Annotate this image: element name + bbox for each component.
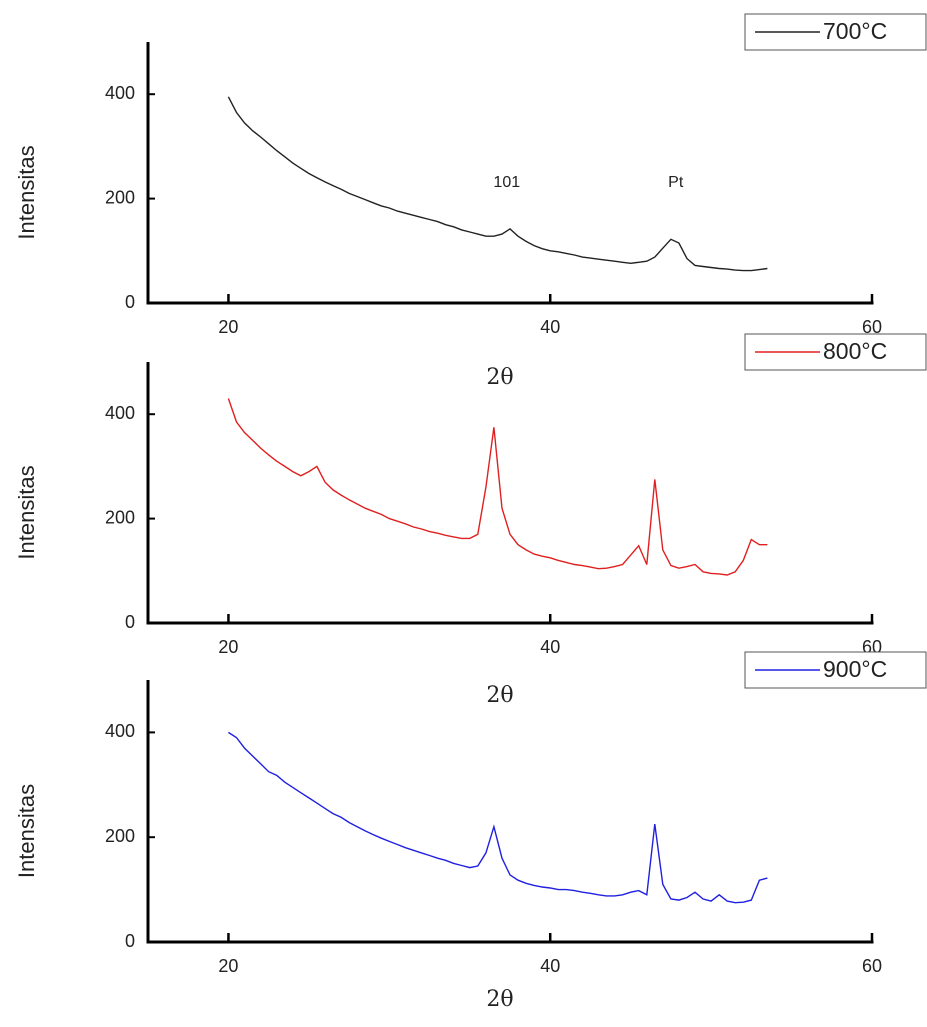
y-axis-label: Intensitas [14, 784, 39, 878]
y-axis-label: Intensitas [14, 465, 39, 559]
y-tick-label: 200 [105, 826, 135, 846]
x-tick-label: 40 [540, 956, 560, 976]
y-tick-label: 0 [125, 292, 135, 312]
data-line [227, 96, 768, 272]
x-tick-label: 60 [862, 317, 882, 337]
legend-label: 900°C [823, 656, 887, 682]
y-tick-label: 400 [105, 403, 135, 423]
y-tick-label: 400 [105, 721, 135, 741]
data-line [227, 398, 768, 576]
x-tick-label: 60 [862, 956, 882, 976]
x-tick-label: 20 [218, 637, 238, 657]
data-line [228, 731, 768, 904]
annotation: Pt [668, 174, 684, 191]
y-axis-label: Intensitas [14, 145, 39, 239]
x-axis-label: 2θ [486, 683, 513, 708]
x-tick-label: 20 [218, 317, 238, 337]
legend-label: 800°C [823, 338, 887, 364]
y-tick-label: 400 [105, 83, 135, 103]
x-tick-label: 20 [218, 956, 238, 976]
y-tick-label: 0 [125, 612, 135, 632]
x-tick-label: 40 [540, 637, 560, 657]
x-tick-label: 40 [540, 317, 560, 337]
annotation: 101 [493, 174, 520, 191]
y-tick-label: 0 [125, 931, 135, 951]
x-axis-label: 2θ [486, 365, 513, 390]
x-axis-label: 2θ [486, 987, 513, 1012]
legend-label: 700°C [823, 18, 887, 44]
y-tick-label: 200 [105, 187, 135, 207]
y-tick-label: 200 [105, 507, 135, 527]
